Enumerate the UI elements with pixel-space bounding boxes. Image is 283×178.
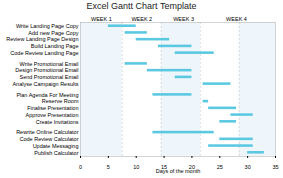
svg-text:Plan Agenda For Meeting: Plan Agenda For Meeting [16,92,78,98]
svg-text:5: 5 [107,164,110,170]
html-text:Excel Gantt Chart Template: Excel Gantt Chart Template [86,1,197,11]
svg-text:Review Landing Page Design: Review Landing Page Design [6,36,78,42]
svg-text:10: 10 [133,164,139,170]
svg-text:WEEK 2: WEEK 2 [131,16,152,22]
svg-text:WEEK 1: WEEK 1 [91,16,112,22]
svg-text:Days of the month: Days of the month [156,168,201,174]
svg-text:Create Invitations: Create Invitations [36,119,79,125]
svg-text:Approve Presentation: Approve Presentation [26,112,79,118]
svg-text:Design Promotional Email: Design Promotional Email [15,67,78,73]
svg-text:Build Landing Page: Build Landing Page [31,43,79,49]
svg-text:30: 30 [245,164,251,170]
svg-text:WEEK 3: WEEK 3 [173,16,194,22]
svg-text:Write Promotional Email: Write Promotional Email [20,61,79,67]
svg-text:Code Review Landing Page: Code Review Landing Page [10,50,78,56]
svg-text:Update Messaging: Update Messaging [33,143,79,149]
svg-text:Reserve Room: Reserve Room [42,98,79,104]
svg-text:0: 0 [79,164,82,170]
svg-text:Code Review Calculator: Code Review Calculator [20,136,79,142]
svg-text:WEEK 4: WEEK 4 [226,16,247,22]
svg-text:35: 35 [272,164,278,170]
svg-text:25: 25 [217,164,223,170]
svg-text:Add new Page Copy: Add new Page Copy [28,30,78,36]
svg-text:Finalise Presentation: Finalise Presentation [27,105,78,111]
svg-text:Write Landing Page Copy: Write Landing Page Copy [16,23,79,29]
svg-text:Rewrite Online Calculator: Rewrite Online Calculator [16,129,79,135]
svg-text:Analyse Campaign Results: Analyse Campaign Results [12,81,78,87]
svg-text:Send Promotional Email: Send Promotional Email [19,74,78,80]
svg-text:Publish Calculator: Publish Calculator [34,150,78,156]
